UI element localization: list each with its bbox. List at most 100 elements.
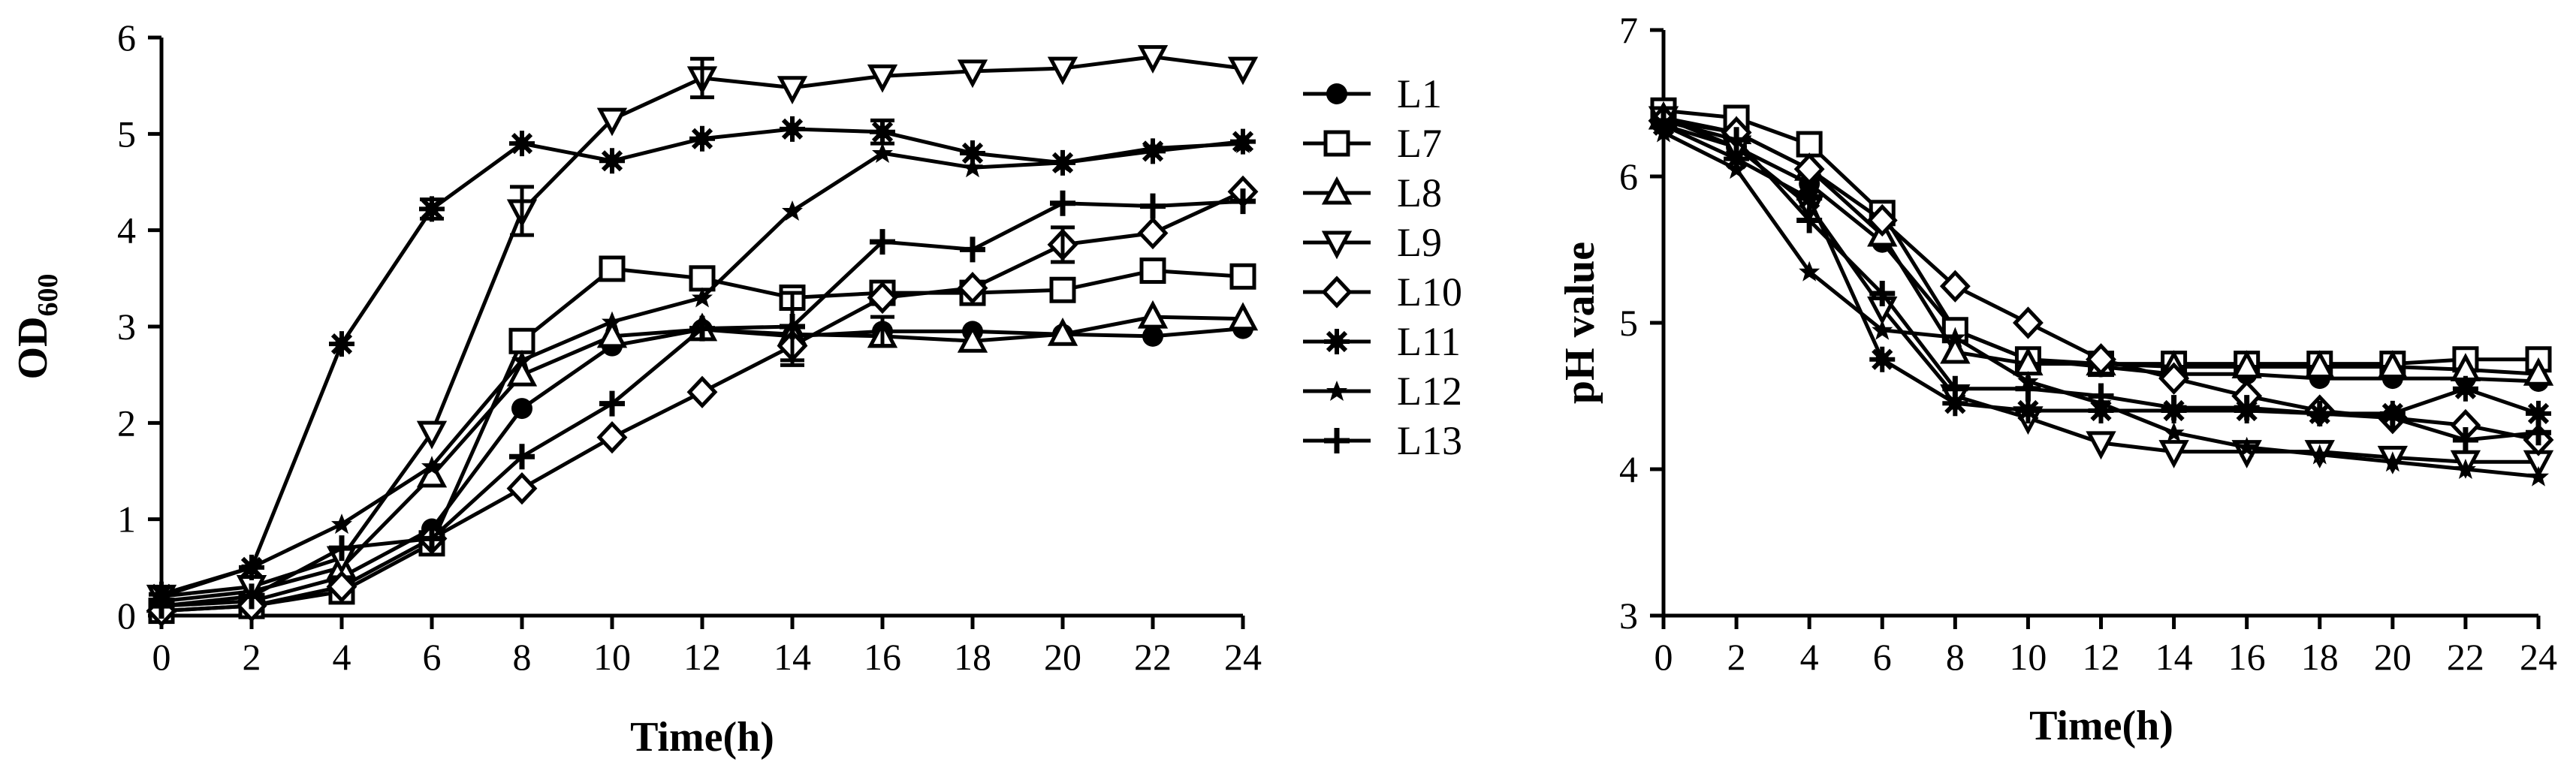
legend-swatch-marker	[1324, 279, 1350, 306]
od-series-l12-line	[161, 141, 1244, 598]
od-error-bars	[420, 56, 1075, 367]
ph-series-group	[1651, 99, 2551, 486]
svg-text:OD600: OD600	[10, 274, 64, 380]
ph-x-axis-title: Time(h)	[2029, 703, 2173, 749]
ph-series-l13-point	[2015, 376, 2041, 402]
legend-item-l11: L11	[1303, 319, 1461, 364]
od-y-tick-label: 1	[117, 498, 136, 541]
ph-y-tick-label: 3	[1619, 595, 1638, 637]
legend-label: L9	[1397, 220, 1442, 265]
ph-series-l8	[1651, 105, 2550, 384]
ph-x-tick-label: 6	[1873, 636, 1892, 678]
od-series-l13-point	[1140, 194, 1166, 219]
od-series-l13-point	[960, 236, 985, 262]
od-y-tick-label: 3	[117, 306, 136, 348]
legend-swatch-marker	[1326, 83, 1347, 104]
od-y-axis-title-sub: 600	[32, 274, 64, 317]
ph-x-tick-label: 10	[2009, 636, 2047, 678]
ph-x-tick-label: 18	[2301, 636, 2339, 678]
od-x-tick-label: 14	[774, 636, 811, 678]
od-series-l10	[149, 178, 1256, 624]
od-series-l11-line	[161, 127, 1244, 597]
od-series-l7-point	[511, 330, 533, 352]
legend-swatch-marker	[1326, 132, 1348, 155]
ph-series-l12-point	[2528, 465, 2549, 486]
od-series-l12	[151, 133, 1253, 607]
legend-label: L11	[1397, 319, 1461, 364]
legend-label: L13	[1397, 418, 1462, 463]
od-series-l1-point	[1142, 325, 1163, 347]
od-series-l7-point	[1142, 260, 1164, 282]
ph-x-tick-label: 24	[2520, 636, 2557, 678]
od-series-l11	[149, 116, 1256, 607]
ph-y-tick-label: 7	[1619, 9, 1638, 51]
ph-x-tick-label: 2	[1727, 636, 1746, 678]
legend-label: L8	[1397, 170, 1442, 215]
legend-item-l9: L9	[1303, 220, 1442, 265]
legend-label: L10	[1397, 270, 1462, 315]
ph-x-tick-label: 20	[2374, 636, 2412, 678]
od-x-tick-label: 18	[954, 636, 991, 678]
od-y-tick-label: 5	[117, 113, 136, 155]
legend-item-l10: L10	[1303, 270, 1462, 315]
od-series-l11-point	[689, 126, 715, 152]
ph-series-l12-line	[1662, 131, 2539, 479]
od-x-tick-label: 24	[1224, 636, 1262, 678]
ph-series-l11-point	[2453, 376, 2478, 402]
od-x-tick-label: 12	[683, 636, 721, 678]
legend-swatch-marker	[1324, 329, 1350, 354]
od-x-tick-label: 0	[152, 636, 171, 678]
od-x-tick-label: 20	[1044, 636, 1081, 678]
legend-item-l12: L12	[1303, 369, 1462, 414]
od-series-l7-point	[1232, 265, 1254, 288]
ph-series-l12-point	[2163, 422, 2185, 443]
ph-x-tick-label: 0	[1654, 636, 1673, 678]
od-series-l1	[151, 318, 1253, 617]
ph-series-l11-point	[2015, 398, 2041, 423]
ph-series-l7-line	[1663, 108, 2538, 366]
od-series-l9-point	[1231, 59, 1255, 81]
ph-x-tick-label: 16	[2228, 636, 2266, 678]
od-series-group	[149, 47, 1256, 625]
od-series-l7-point	[1051, 279, 1074, 301]
od-series-l7-point	[691, 267, 713, 290]
ph-y-tick-label: 6	[1619, 155, 1638, 197]
ph-series-l13	[1651, 108, 2551, 453]
od-x-tick-label: 8	[513, 636, 532, 678]
od-series-l11-point	[329, 331, 354, 357]
od-x-axis-title: Time(h)	[630, 714, 774, 760]
od-series-l10-point	[689, 378, 715, 405]
legend-label: L12	[1397, 369, 1462, 414]
ph-x-tick-label: 4	[1800, 636, 1819, 678]
ph-series-l11-point	[1796, 185, 1822, 211]
ph-series-l8-line	[1663, 116, 2539, 376]
od-x-tick-label: 10	[593, 636, 631, 678]
legend-item-l8: L8	[1303, 170, 1442, 215]
od-x-tick-label: 6	[423, 636, 442, 678]
legend-swatch-marker	[1326, 381, 1347, 401]
legend-label: L7	[1397, 121, 1442, 166]
od-series-l11-point	[509, 131, 535, 156]
legend-item-l1: L1	[1303, 71, 1442, 116]
ph-x-tick-label: 22	[2447, 636, 2484, 678]
legend-label: L1	[1397, 71, 1442, 116]
od-y-tick-label: 6	[117, 17, 136, 59]
od-x-tick-label: 22	[1134, 636, 1172, 678]
ph-x-tick-label: 8	[1946, 636, 1965, 678]
od-series-l12-point	[331, 514, 352, 535]
ph-y-axis-title: pH value	[1557, 242, 1603, 404]
ph-y-tick-label: 5	[1619, 302, 1638, 344]
ph-x-tick-label: 14	[2155, 636, 2193, 678]
od-x-tick-label: 16	[864, 636, 901, 678]
ph-series-l11-point	[1869, 347, 1895, 372]
legend-item-l13: L13	[1303, 418, 1462, 463]
od-series-l10-point	[1140, 220, 1166, 247]
od-x-tick-label: 4	[333, 636, 351, 678]
od-y-axis-title: OD600	[10, 274, 64, 380]
